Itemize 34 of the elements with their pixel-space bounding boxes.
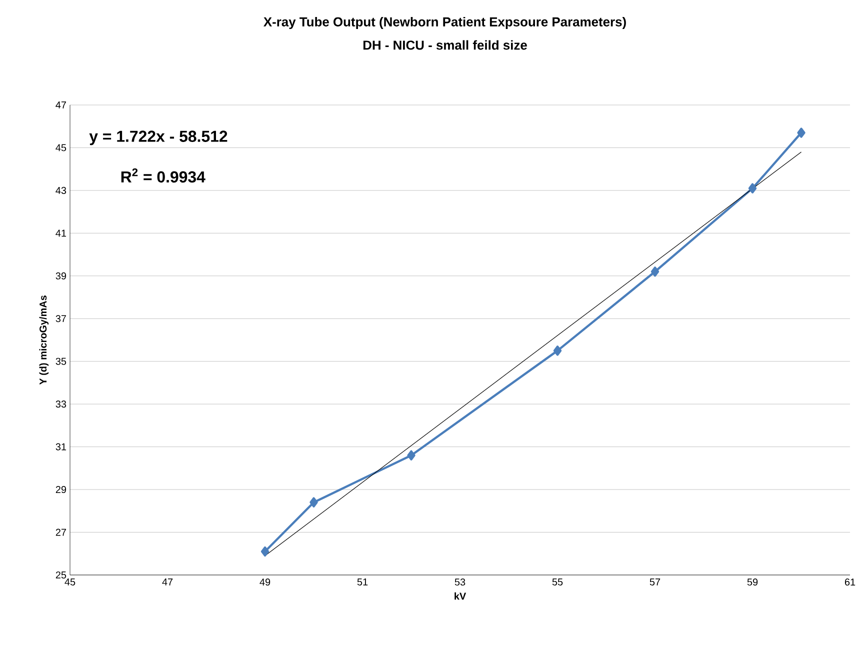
y-tick-label: 37 (56, 315, 66, 322)
point (748, 183, 757, 194)
x-tick-label: 47 (162, 578, 173, 586)
y-tick-label: 45 (56, 144, 66, 152)
annotation: y = 1.722x - 58.512 (89, 130, 228, 146)
y-tick-label: 25 (56, 571, 66, 579)
x-tick-label: 51 (357, 578, 368, 586)
y-tick-label: 33 (56, 400, 66, 408)
y-axis-title: Y (d) microGy/mAs (39, 296, 49, 385)
point (407, 450, 416, 460)
x-tick-label: 53 (454, 578, 466, 586)
y-tick-label: 43 (56, 186, 66, 194)
chart-subtitle: DH - NICU - small feild size (363, 40, 527, 50)
x-axis-title: kV (454, 592, 466, 600)
x-tick-label: 49 (260, 578, 270, 586)
y-tick-label: 35 (56, 358, 66, 365)
annotation: R$^{2}$ = 0.9934 (121, 168, 206, 183)
x-tick-label: 57 (650, 578, 660, 586)
point (797, 128, 806, 138)
point (650, 266, 660, 277)
y-tick-label: 47 (56, 102, 66, 108)
x-tick-label: 55 (552, 578, 563, 586)
y-tick-label: 39 (56, 272, 66, 280)
y-tick-label: 31 (56, 443, 66, 450)
y-tick-label: 29 (56, 486, 66, 494)
x-tick-label: 59 (747, 578, 758, 586)
y-tick-label: 41 (56, 230, 66, 237)
point (310, 497, 318, 508)
y-tick-label: 27 (56, 528, 66, 536)
x-tick-label: 45 (64, 578, 76, 586)
chart-title: X-ray Tube Output (Newborn Patient Expsoure Parameters) (264, 16, 626, 30)
x-tick-label: 61 (844, 578, 856, 586)
point (260, 546, 270, 557)
point (553, 346, 562, 356)
